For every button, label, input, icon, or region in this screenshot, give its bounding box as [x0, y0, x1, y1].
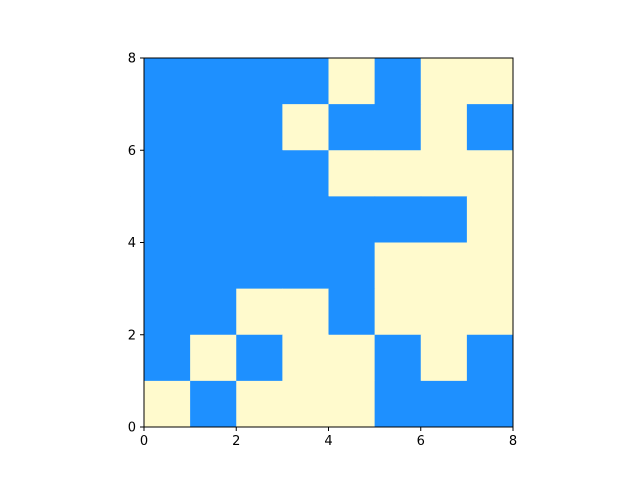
heatmap-cell [282, 104, 329, 151]
heatmap-cell [328, 242, 376, 290]
heatmap-cell [374, 196, 422, 243]
heatmap-cell [282, 288, 329, 336]
heatmap-cell [420, 104, 468, 151]
heatmap-cell [236, 242, 283, 290]
heatmap-cell [374, 242, 422, 290]
heatmap-cell [466, 334, 514, 382]
heatmap-cell [374, 150, 422, 197]
y-tick-label: 6 [128, 144, 136, 159]
heatmap-cell [144, 104, 191, 151]
heatmap-cell [328, 288, 376, 336]
heatmap-cell [282, 334, 329, 382]
heatmap-cell [328, 58, 376, 105]
heatmap-cell [420, 334, 468, 382]
x-tick-label: 8 [509, 434, 517, 449]
heatmap-cell [236, 150, 283, 197]
heatmap-cells [144, 58, 514, 428]
heatmap-cell [190, 196, 237, 243]
heatmap-cell [374, 380, 422, 428]
heatmap-cell [374, 288, 422, 336]
heatmap-cell [466, 242, 514, 290]
heatmap-cell [328, 334, 376, 382]
heatmap-cell [374, 104, 422, 151]
heatmap-cell [190, 104, 237, 151]
x-tick-label: 4 [324, 434, 332, 449]
heatmap-cell [420, 288, 468, 336]
heatmap-cell [466, 380, 514, 428]
heatmap-cell [236, 104, 283, 151]
heatmap-cell [466, 150, 514, 197]
heatmap-cell [190, 380, 237, 428]
heatmap-cell [282, 242, 329, 290]
heatmap-cell [328, 196, 376, 243]
heatmap-cell [466, 196, 514, 243]
x-axis: 0 2 4 6 8 [140, 427, 517, 449]
heatmap-cell [328, 380, 376, 428]
heatmap-cell [144, 380, 191, 428]
heatmap-cell [374, 334, 422, 382]
heatmap-cell [420, 150, 468, 197]
heatmap-cell [144, 288, 191, 336]
y-tick-label: 4 [128, 236, 136, 251]
heatmap-cell [420, 380, 468, 428]
heatmap-cell [190, 288, 237, 336]
y-tick-label: 2 [128, 328, 136, 343]
heatmap-cell [328, 150, 376, 197]
heatmap-cell [144, 334, 191, 382]
heatmap-cell [144, 150, 191, 197]
heatmap-cell [282, 380, 329, 428]
heatmap-cell [236, 288, 283, 336]
heatmap-cell [190, 242, 237, 290]
heatmap-cell [144, 242, 191, 290]
heatmap-cell [466, 288, 514, 336]
y-axis: 0 2 4 6 8 [128, 52, 144, 436]
heatmap-cell [190, 58, 237, 105]
heatmap-cell [236, 380, 283, 428]
heatmap-cell [328, 104, 376, 151]
heatmap-cell [236, 58, 283, 105]
heatmap-cell [420, 58, 468, 105]
heatmap-cell [236, 334, 283, 382]
heatmap-cell [190, 334, 237, 382]
heatmap-cell [282, 58, 329, 105]
heatmap-cell [420, 242, 468, 290]
y-tick-label: 0 [128, 421, 136, 436]
heatmap-cell [144, 196, 191, 243]
heatmap-cell [466, 58, 514, 105]
x-tick-label: 6 [417, 434, 425, 449]
heatmap-cell [190, 150, 237, 197]
x-tick-label: 2 [232, 434, 240, 449]
heatmap-cell [282, 150, 329, 197]
heatmap-cell [374, 58, 422, 105]
heatmap-cell [282, 196, 329, 243]
heatmap-cell [466, 104, 514, 151]
heatmap-cell [236, 196, 283, 243]
x-tick-label: 0 [140, 434, 148, 449]
y-tick-label: 8 [128, 52, 136, 67]
heatmap-cell [420, 196, 468, 243]
heatmap-cell [144, 58, 191, 105]
